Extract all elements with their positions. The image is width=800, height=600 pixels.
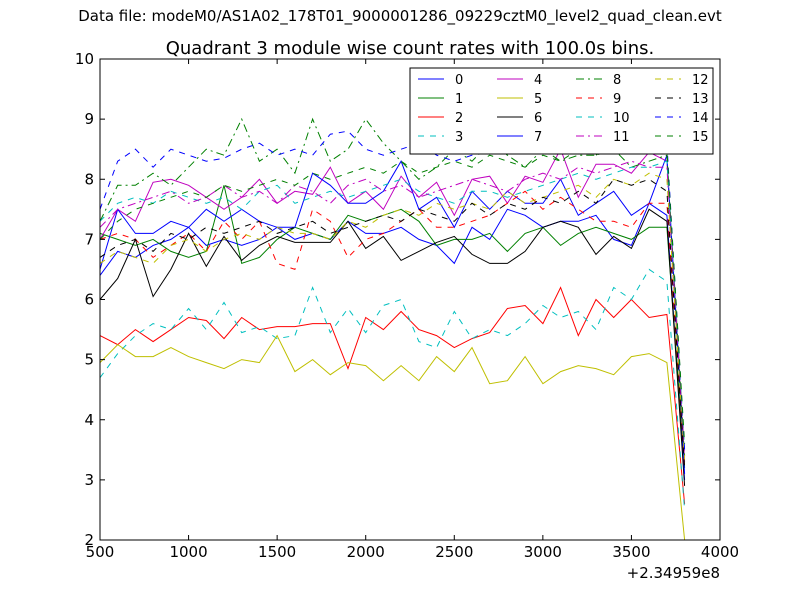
legend-label-14: 14: [692, 111, 709, 126]
tick-layer: 500 1000 1500 2000 2500 3000 3500 4000 2 3 4 5 6 7 8 9 1…: [75, 50, 739, 561]
legend-label-10: 10: [613, 111, 630, 126]
series-line-1: [99, 185, 686, 468]
series-line-0: [99, 202, 686, 480]
y-tick-label: 10: [75, 50, 94, 68]
y-tick-label: 9: [84, 110, 94, 128]
y-tick-label: 2: [84, 531, 94, 549]
x-tick-label: 3500: [612, 543, 650, 561]
legend-label-4: 4: [534, 73, 542, 88]
legend-label-0: 0: [455, 73, 463, 88]
x-offset-label: +2.34959e8: [627, 564, 720, 582]
y-tick-label: 5: [84, 351, 94, 369]
y-tick-label: 8: [84, 170, 94, 188]
legend-label-5: 5: [534, 92, 542, 107]
series-line-11: [99, 160, 686, 456]
legend-label-7: 7: [534, 130, 542, 145]
chart-title: Quadrant 3 module wise count rates with …: [166, 38, 655, 59]
series-line-5: [99, 334, 686, 541]
series-line-7: [99, 155, 686, 474]
y-tick-label: 6: [84, 291, 94, 309]
x-tick-label: 3000: [524, 543, 562, 561]
legend-frame: [409, 67, 714, 155]
series-line-6: [99, 208, 686, 486]
x-tick-label: 1500: [258, 543, 296, 561]
x-tick-label: 1000: [169, 543, 207, 561]
x-tick-label: 2500: [435, 543, 473, 561]
x-tick-label: 4000: [701, 543, 739, 561]
x-tick-label: 500: [86, 543, 115, 561]
legend-label-6: 6: [534, 111, 542, 126]
y-tick-label: 3: [84, 471, 94, 489]
series-line-9: [99, 190, 686, 468]
y-tick-label: 7: [84, 230, 94, 248]
series-line-13: [99, 178, 686, 468]
legend-label-2: 2: [455, 111, 463, 126]
legend-label-15: 15: [692, 130, 709, 145]
legend-label-12: 12: [692, 73, 709, 88]
series-line-4: [99, 147, 686, 462]
legend-label-3: 3: [455, 130, 463, 145]
legend-label-11: 11: [613, 130, 630, 145]
series-line-14: [99, 82, 686, 450]
legend-label-8: 8: [613, 73, 621, 88]
legend-label-1: 1: [455, 92, 463, 107]
series-layer: [99, 82, 686, 541]
legend-label-9: 9: [613, 92, 621, 107]
legend-label-13: 13: [692, 92, 709, 107]
y-tick-label: 4: [84, 411, 94, 429]
series-line-3: [99, 268, 686, 510]
series-line-12: [99, 172, 686, 462]
figure-suptitle: Data file: modeM0/AS1A02_178T01_90000012…: [78, 7, 722, 25]
x-tick-label: 2000: [347, 543, 385, 561]
